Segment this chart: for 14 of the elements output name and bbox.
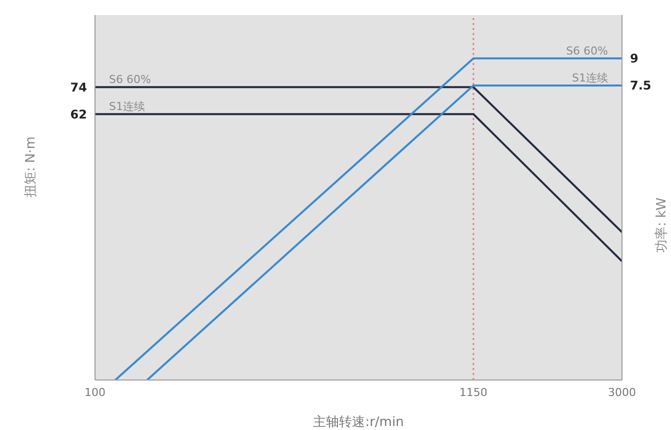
x-axis-title: 主轴转速:r/min: [313, 414, 404, 430]
y2-axis-title: 功率: kW: [654, 197, 670, 252]
y-tick-label: 74: [70, 80, 87, 94]
series-label: S6 60%: [109, 73, 151, 86]
y-tick-label: 62: [70, 107, 87, 122]
x-tick-label: 3000: [608, 386, 636, 399]
y2-tick-label: 7.5: [630, 78, 652, 93]
x-tick-label: 100: [84, 386, 106, 399]
series-label: S6 60%: [566, 44, 608, 58]
x-tick-label: 1150: [459, 386, 488, 399]
series-label: S1连续: [572, 71, 608, 84]
y-axis-title: 扭矩: N·m: [24, 136, 39, 198]
y2-tick-label: 9: [630, 52, 638, 66]
series-label: S1连续: [109, 100, 145, 114]
